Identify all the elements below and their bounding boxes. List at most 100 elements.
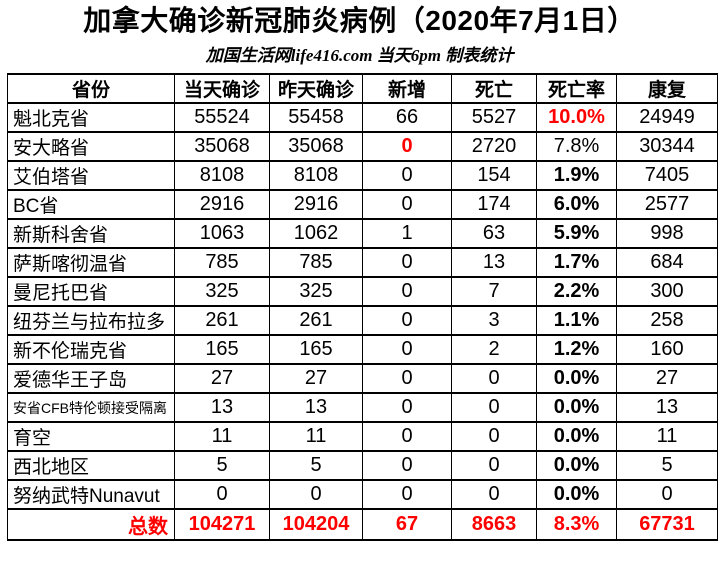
recovered-cell: 998 bbox=[616, 218, 718, 249]
column-header-yesterday-confirmed: 昨天确诊 bbox=[269, 73, 363, 104]
table-row: 艾伯塔省 8108 8108 0 154 1.9% 7405 bbox=[7, 160, 718, 191]
province-cell: 安大略省 bbox=[7, 131, 175, 162]
total-row: 总数 104271 104204 67 8663 8.3% 67731 bbox=[7, 508, 718, 541]
today-confirmed-cell: 1063 bbox=[174, 218, 270, 249]
province-cell: 安省CFB特伦顿接受隔离 bbox=[7, 392, 175, 423]
province-cell: 爱德华王子岛 bbox=[7, 363, 175, 394]
death-rate-cell: 10.0% bbox=[536, 102, 617, 133]
column-header-recovered: 康复 bbox=[616, 73, 718, 104]
death-rate-cell: 1.1% bbox=[536, 305, 617, 336]
total-yesterday-confirmed: 104204 bbox=[269, 508, 363, 541]
recovered-cell: 300 bbox=[616, 276, 718, 307]
recovered-cell: 258 bbox=[616, 305, 718, 336]
column-header-today-confirmed: 当天确诊 bbox=[174, 73, 270, 104]
covid-stats-table: 省份 当天确诊 昨天确诊 新增 死亡 死亡率 康复 魁北克省 55524 55458 66 5527… bbox=[7, 73, 718, 541]
new-cases-cell: 0 bbox=[362, 363, 452, 394]
today-confirmed-cell: 8108 bbox=[174, 160, 270, 191]
province-cell: BC省 bbox=[7, 189, 175, 220]
deaths-cell: 13 bbox=[451, 247, 537, 278]
new-cases-cell: 0 bbox=[362, 160, 452, 191]
death-rate-cell: 0.0% bbox=[536, 479, 617, 510]
yesterday-confirmed-cell: 2916 bbox=[269, 189, 363, 220]
death-rate-cell: 7.8% bbox=[536, 131, 617, 162]
column-header-deaths: 死亡 bbox=[451, 73, 537, 104]
column-header-new-cases: 新增 bbox=[362, 73, 452, 104]
deaths-cell: 2 bbox=[451, 334, 537, 365]
new-cases-cell: 0 bbox=[362, 189, 452, 220]
death-rate-cell: 1.9% bbox=[536, 160, 617, 191]
deaths-cell: 0 bbox=[451, 421, 537, 452]
death-rate-cell: 0.0% bbox=[536, 421, 617, 452]
table-row: BC省 2916 2916 0 174 6.0% 2577 bbox=[7, 189, 718, 220]
new-cases-cell: 0 bbox=[362, 305, 452, 336]
province-cell: 新斯科舍省 bbox=[7, 218, 175, 249]
table-row: 纽芬兰与拉布拉多 261 261 0 3 1.1% 258 bbox=[7, 305, 718, 336]
province-cell: 艾伯塔省 bbox=[7, 160, 175, 191]
today-confirmed-cell: 261 bbox=[174, 305, 270, 336]
yesterday-confirmed-cell: 35068 bbox=[269, 131, 363, 162]
total-recovered: 67731 bbox=[616, 508, 718, 541]
deaths-cell: 63 bbox=[451, 218, 537, 249]
recovered-cell: 684 bbox=[616, 247, 718, 278]
deaths-cell: 7 bbox=[451, 276, 537, 307]
yesterday-confirmed-cell: 8108 bbox=[269, 160, 363, 191]
today-confirmed-cell: 2916 bbox=[174, 189, 270, 220]
new-cases-cell: 0 bbox=[362, 276, 452, 307]
death-rate-cell: 1.7% bbox=[536, 247, 617, 278]
deaths-cell: 154 bbox=[451, 160, 537, 191]
today-confirmed-cell: 165 bbox=[174, 334, 270, 365]
source-subtitle: 加国生活网life416.com 当天6pm 制表统计 bbox=[205, 46, 514, 65]
death-rate-cell: 0.0% bbox=[536, 392, 617, 423]
deaths-cell: 174 bbox=[451, 189, 537, 220]
table-row: 爱德华王子岛 27 27 0 0 0.0% 27 bbox=[7, 363, 718, 394]
yesterday-confirmed-cell: 13 bbox=[269, 392, 363, 423]
deaths-cell: 5527 bbox=[451, 102, 537, 133]
deaths-cell: 3 bbox=[451, 305, 537, 336]
yesterday-confirmed-cell: 11 bbox=[269, 421, 363, 452]
table-row: 新斯科舍省 1063 1062 1 63 5.9% 998 bbox=[7, 218, 718, 249]
recovered-cell: 5 bbox=[616, 450, 718, 481]
new-cases-cell: 0 bbox=[362, 392, 452, 423]
total-death-rate: 8.3% bbox=[536, 508, 617, 541]
total-label: 总数 bbox=[7, 508, 175, 541]
recovered-cell: 11 bbox=[616, 421, 718, 452]
today-confirmed-cell: 27 bbox=[174, 363, 270, 394]
yesterday-confirmed-cell: 261 bbox=[269, 305, 363, 336]
today-confirmed-cell: 11 bbox=[174, 421, 270, 452]
recovered-cell: 160 bbox=[616, 334, 718, 365]
new-cases-cell: 1 bbox=[362, 218, 452, 249]
deaths-cell: 0 bbox=[451, 479, 537, 510]
new-cases-cell: 0 bbox=[362, 479, 452, 510]
province-cell: 纽芬兰与拉布拉多 bbox=[7, 305, 175, 336]
death-rate-cell: 2.2% bbox=[536, 276, 617, 307]
table-header-row: 省份 当天确诊 昨天确诊 新增 死亡 死亡率 康复 bbox=[7, 73, 718, 104]
death-rate-cell: 0.0% bbox=[536, 363, 617, 394]
table-row: 萨斯喀彻温省 785 785 0 13 1.7% 684 bbox=[7, 247, 718, 278]
death-rate-cell: 1.2% bbox=[536, 334, 617, 365]
page-title: 加拿大确诊新冠肺炎病例（2020年7月1日） bbox=[83, 5, 636, 36]
deaths-cell: 0 bbox=[451, 363, 537, 394]
table-row: 西北地区 5 5 0 0 0.0% 5 bbox=[7, 450, 718, 481]
total-today-confirmed: 104271 bbox=[174, 508, 270, 541]
recovered-cell: 24949 bbox=[616, 102, 718, 133]
new-cases-cell: 0 bbox=[362, 450, 452, 481]
today-confirmed-cell: 55524 bbox=[174, 102, 270, 133]
province-cell: 萨斯喀彻温省 bbox=[7, 247, 175, 278]
yesterday-confirmed-cell: 325 bbox=[269, 276, 363, 307]
province-cell: 新不伦瑞克省 bbox=[7, 334, 175, 365]
today-confirmed-cell: 5 bbox=[174, 450, 270, 481]
death-rate-cell: 6.0% bbox=[536, 189, 617, 220]
yesterday-confirmed-cell: 0 bbox=[269, 479, 363, 510]
yesterday-confirmed-cell: 27 bbox=[269, 363, 363, 394]
table-row: 新不伦瑞克省 165 165 0 2 1.2% 160 bbox=[7, 334, 718, 365]
recovered-cell: 27 bbox=[616, 363, 718, 394]
table-row: 育空 11 11 0 0 0.0% 11 bbox=[7, 421, 718, 452]
death-rate-cell: 5.9% bbox=[536, 218, 617, 249]
today-confirmed-cell: 35068 bbox=[174, 131, 270, 162]
today-confirmed-cell: 785 bbox=[174, 247, 270, 278]
new-cases-cell: 0 bbox=[362, 421, 452, 452]
new-cases-cell: 0 bbox=[362, 247, 452, 278]
recovered-cell: 30344 bbox=[616, 131, 718, 162]
recovered-cell: 0 bbox=[616, 479, 718, 510]
yesterday-confirmed-cell: 785 bbox=[269, 247, 363, 278]
